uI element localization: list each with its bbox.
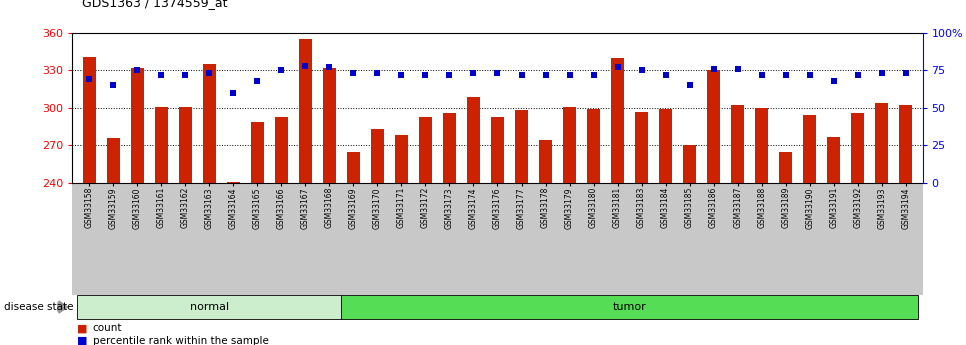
Bar (563, 107, 576, 183)
Text: normal: normal (189, 302, 229, 312)
Point (562, 72, 578, 78)
Point (105, 82, 121, 88)
Bar (395, 135, 408, 183)
Point (634, 68, 649, 73)
Bar (251, 121, 264, 183)
Text: ■: ■ (77, 336, 88, 345)
Point (778, 72, 793, 78)
Point (658, 72, 673, 78)
Bar (851, 113, 865, 183)
Point (417, 72, 433, 78)
Bar (779, 151, 792, 183)
Point (682, 82, 697, 88)
Point (154, 72, 169, 78)
Bar (323, 68, 336, 183)
Bar (419, 117, 432, 183)
Point (730, 66, 746, 71)
Point (826, 78, 841, 83)
Point (273, 68, 289, 73)
Point (490, 70, 505, 76)
Bar (203, 64, 216, 183)
Point (298, 63, 313, 69)
Point (394, 72, 410, 78)
Point (466, 70, 481, 76)
Point (585, 72, 601, 78)
Bar (155, 107, 168, 183)
Point (441, 72, 457, 78)
Point (753, 72, 769, 78)
Bar (467, 97, 480, 183)
Point (850, 72, 866, 78)
Bar (659, 109, 672, 183)
Bar (298, 39, 312, 183)
Point (706, 66, 722, 71)
Point (802, 72, 817, 78)
Text: tumor: tumor (612, 302, 646, 312)
Bar (371, 129, 384, 183)
Point (898, 70, 914, 76)
Point (178, 72, 193, 78)
Point (538, 72, 554, 78)
Text: count: count (93, 324, 123, 333)
Text: percentile rank within the sample: percentile rank within the sample (93, 336, 269, 345)
Bar (611, 58, 624, 183)
Point (81, 77, 97, 82)
Point (610, 65, 625, 70)
Point (370, 70, 385, 76)
Bar (731, 105, 744, 183)
Bar (587, 109, 600, 183)
Bar (755, 108, 768, 183)
Point (322, 65, 337, 70)
Bar (635, 111, 648, 183)
Text: disease state: disease state (4, 302, 73, 312)
Bar (515, 110, 528, 183)
Text: GDS1363 / 1374559_at: GDS1363 / 1374559_at (82, 0, 228, 9)
Bar (179, 107, 192, 183)
Text: ■: ■ (77, 324, 88, 333)
Bar (827, 137, 840, 183)
Bar (347, 151, 360, 183)
Point (514, 72, 529, 78)
Point (226, 90, 242, 96)
Point (129, 68, 145, 73)
Bar (227, 181, 240, 183)
Bar (83, 57, 96, 183)
Bar (106, 138, 120, 183)
Point (346, 70, 361, 76)
Bar (442, 113, 456, 183)
Bar (683, 145, 696, 183)
Bar (491, 117, 504, 183)
Bar (803, 115, 816, 183)
Point (202, 70, 217, 76)
Point (249, 78, 265, 83)
Bar (539, 140, 553, 183)
Bar (274, 117, 288, 183)
Bar (899, 105, 912, 183)
Bar (130, 68, 144, 183)
Bar (875, 103, 889, 183)
Point (874, 70, 890, 76)
Bar (707, 70, 721, 183)
